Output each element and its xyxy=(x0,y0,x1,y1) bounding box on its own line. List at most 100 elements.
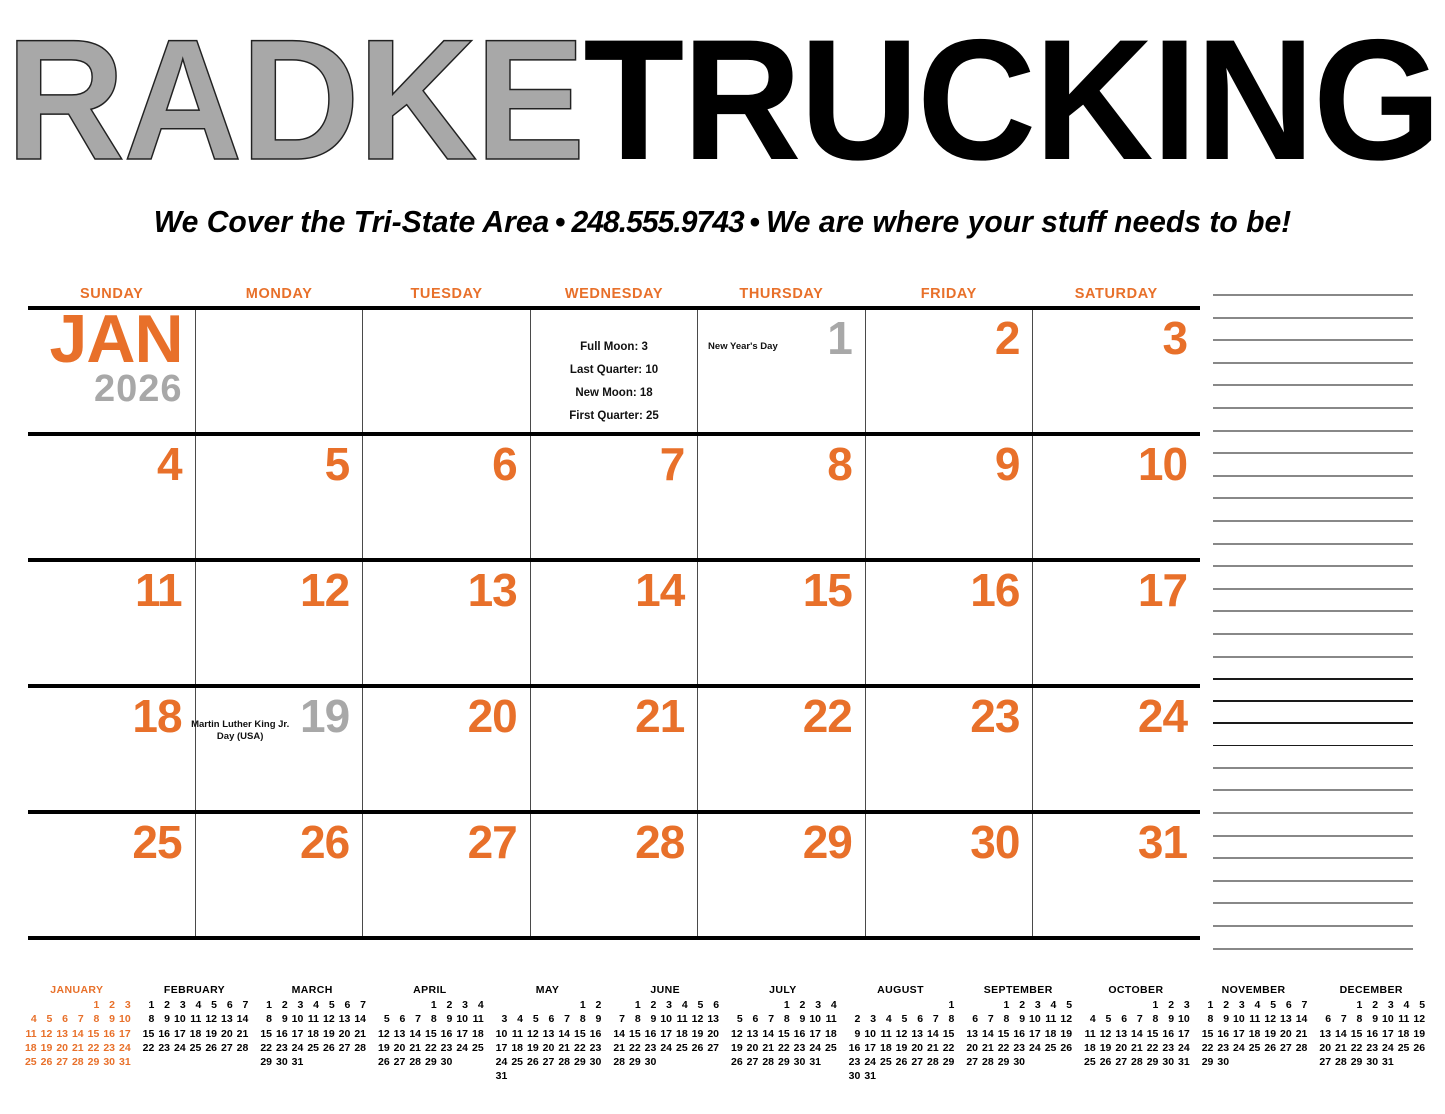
mini-day: 8 xyxy=(1207,1013,1214,1026)
mini-day: 16 xyxy=(275,1027,288,1040)
note-line[interactable] xyxy=(1213,789,1413,792)
note-line[interactable] xyxy=(1213,722,1413,725)
calendar-day-cell-2[interactable]: 2 xyxy=(866,310,1034,432)
calendar-day-cell-6[interactable]: 6 xyxy=(363,436,531,558)
month-title-cell[interactable]: JAN 2026 xyxy=(28,305,196,432)
tagline-separator-1: • xyxy=(555,204,566,239)
mini-calendar-april[interactable]: APRIL00012345678910111213141516171819202… xyxy=(371,984,489,1104)
mini-day: 20 xyxy=(1319,1041,1332,1054)
mini-day: 26 xyxy=(527,1056,539,1069)
calendar-day-cell-1[interactable]: New Year's Day 1 xyxy=(698,310,866,432)
mini-calendar-january[interactable]: JANUARY000012345678910111213141516171819… xyxy=(18,984,136,1104)
note-line[interactable] xyxy=(1213,339,1413,342)
calendar-day-cell-16[interactable]: 16 xyxy=(866,562,1034,684)
calendar-day-cell-5[interactable]: 5 xyxy=(196,436,364,558)
mini-day: 17 xyxy=(291,1027,304,1040)
calendar-day-cell-7[interactable]: 7 xyxy=(531,436,699,558)
mini-day: 23 xyxy=(793,1041,806,1054)
note-line[interactable] xyxy=(1213,947,1413,950)
note-line[interactable] xyxy=(1213,565,1413,568)
calendar-day-cell-29[interactable]: 29 xyxy=(698,814,866,936)
mini-day: 16 xyxy=(1366,1027,1379,1040)
mini-calendar-august[interactable]: AUGUST0000001234567891011121314151617181… xyxy=(842,984,960,1104)
calendar-day-cell-10[interactable]: 10 xyxy=(1033,436,1200,558)
calendar-day-cell-18[interactable]: 18 xyxy=(28,688,196,810)
note-line[interactable] xyxy=(1213,766,1413,769)
mini-day-blank: 0 xyxy=(555,998,571,1012)
calendar-day-cell-20[interactable]: 20 xyxy=(363,688,531,810)
note-line[interactable] xyxy=(1213,452,1413,455)
note-line[interactable] xyxy=(1213,542,1413,545)
note-line[interactable] xyxy=(1213,655,1413,658)
calendar-day-cell-13[interactable]: 13 xyxy=(363,562,531,684)
note-line[interactable] xyxy=(1213,925,1413,927)
calendar-day-cell-8[interactable]: 8 xyxy=(698,436,866,558)
calendar-day-cell-4[interactable]: 4 xyxy=(28,436,196,558)
calendar-day-cell-3[interactable]: 3 xyxy=(1033,310,1200,432)
note-line[interactable] xyxy=(1213,587,1413,590)
mini-day: 13 xyxy=(911,1027,924,1040)
note-line[interactable] xyxy=(1213,744,1413,747)
calendar-day-cell-14[interactable]: 14 xyxy=(531,562,699,684)
calendar-day-cell-28[interactable]: 28 xyxy=(531,814,699,936)
mini-calendar-november[interactable]: NOVEMBER 1 2 3 4 5 6 7 8 9 10 11 12 13 14 15 16 17 18 19 20 2… xyxy=(1195,984,1313,1104)
mini-day-blank: 0 xyxy=(893,998,909,1012)
mini-calendar-march[interactable]: MARCH 1 2 3 4 5 6 7 8 9 10 11 12 13 14 15 16 17 18 19 20 21 22… xyxy=(253,984,371,1104)
mini-day: 4 xyxy=(681,999,688,1011)
mini-day: 29 xyxy=(424,1056,437,1069)
note-line[interactable] xyxy=(1213,519,1413,522)
mini-calendar-july[interactable]: JULY000123456789101112131415161718192021… xyxy=(724,984,842,1104)
mini-day: 18 xyxy=(24,1041,37,1054)
calendar-day-cell-11[interactable]: 11 xyxy=(28,562,196,684)
mini-calendar-october[interactable]: OCTOBER000012345678910111213141516171819… xyxy=(1077,984,1195,1104)
calendar-empty-cell[interactable] xyxy=(363,310,531,432)
mini-day: 15 xyxy=(424,1027,437,1040)
note-line[interactable] xyxy=(1213,294,1413,296)
calendar-day-cell-31[interactable]: 31 xyxy=(1033,814,1200,936)
mini-day: 4 xyxy=(1089,1013,1096,1026)
mini-day: 15 xyxy=(778,1027,790,1040)
weekday-header-sunday: SUNDAY xyxy=(79,286,144,302)
note-line[interactable] xyxy=(1213,384,1413,387)
calendar-day-cell-30[interactable]: 30 xyxy=(866,814,1034,936)
day-number: 3 xyxy=(1162,312,1188,364)
mini-calendar-february[interactable]: FEBRUARY 1 2 3 4 5 6 7 8 9 10 11 12 13 14 15 16 17 18 19 20 2… xyxy=(136,984,254,1104)
note-line[interactable] xyxy=(1213,678,1413,680)
mini-day: 4 xyxy=(517,1013,524,1026)
mini-calendar-june[interactable]: JUNE012345678910111213141516171819202122… xyxy=(606,984,724,1104)
note-line[interactable] xyxy=(1213,361,1413,364)
calendar-day-cell-17[interactable]: 17 xyxy=(1033,562,1200,684)
note-line[interactable] xyxy=(1213,632,1413,635)
calendar-day-cell-27[interactable]: 27 xyxy=(363,814,531,936)
note-line[interactable] xyxy=(1213,834,1413,837)
calendar-day-cell-24[interactable]: 24 xyxy=(1033,688,1200,810)
note-line[interactable] xyxy=(1213,474,1413,477)
calendar-day-cell-15[interactable]: 15 xyxy=(698,562,866,684)
note-line[interactable] xyxy=(1213,700,1413,702)
calendar-day-cell-26[interactable]: 26 xyxy=(196,814,364,936)
calendar-day-cell-12[interactable]: 12 xyxy=(196,562,364,684)
notes-panel[interactable] xyxy=(1213,294,1413,950)
note-line[interactable] xyxy=(1213,857,1413,860)
calendar-day-cell-19[interactable]: Martin Luther King Jr. Day (USA) 19 xyxy=(191,688,364,810)
note-line[interactable] xyxy=(1213,610,1413,613)
calendar-day-cell-22[interactable]: 22 xyxy=(698,688,866,810)
note-line[interactable] xyxy=(1213,497,1413,500)
mini-day: 28 xyxy=(927,1056,939,1069)
calendar-empty-cell[interactable] xyxy=(196,310,364,432)
calendar-day-cell-9[interactable]: 9 xyxy=(866,436,1034,558)
calendar-day-cell-25[interactable]: 25 xyxy=(28,814,196,936)
mini-calendar-may[interactable]: MAY0000012345678910111213141516171819202… xyxy=(489,984,607,1104)
calendar-day-cell-21[interactable]: 21 xyxy=(531,688,699,810)
note-line[interactable] xyxy=(1213,316,1413,319)
note-line[interactable] xyxy=(1213,812,1413,815)
mini-day: 10 xyxy=(1029,1013,1041,1026)
note-line[interactable] xyxy=(1213,406,1413,409)
note-line[interactable] xyxy=(1213,879,1413,882)
mini-calendar-september[interactable]: SEPTEMBER0012345678910111213141516171819… xyxy=(959,984,1077,1104)
moon-phase-cell[interactable]: Full Moon: 3 Last Quarter: 10 New Moon: 18… xyxy=(531,310,699,432)
note-line[interactable] xyxy=(1213,902,1413,905)
mini-calendar-december[interactable]: DECEMBER00123456789101112131415161718192… xyxy=(1312,984,1430,1104)
note-line[interactable] xyxy=(1213,429,1413,432)
calendar-day-cell-23[interactable]: 23 xyxy=(866,688,1034,810)
